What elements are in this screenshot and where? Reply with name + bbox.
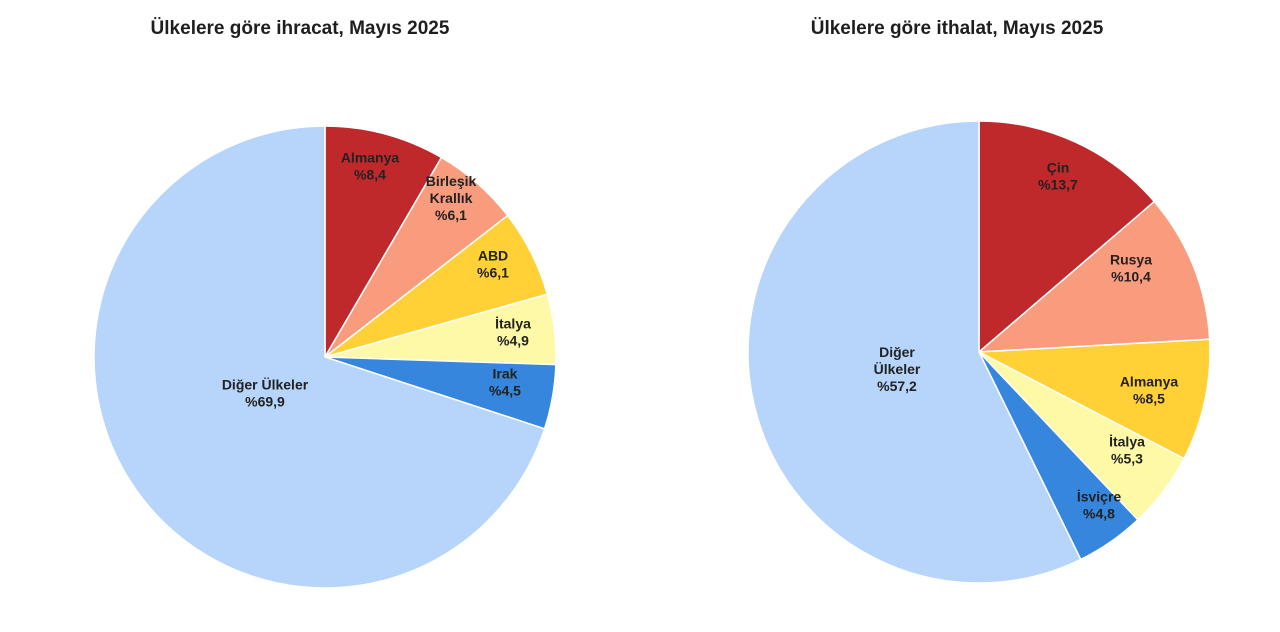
import-slice-cin bbox=[978, 120, 1156, 354]
export-label-abd: ABD %6,1 bbox=[477, 248, 509, 281]
import-label-diger-ulkeler: Diğer Ülkeler %57,2 bbox=[874, 344, 921, 394]
import-slice-almanya bbox=[976, 338, 1211, 460]
export-slice-almanya bbox=[324, 125, 443, 360]
export-label-almanya: Almanya %8,4 bbox=[341, 150, 400, 183]
import-label-almanya: Almanya %8,5 bbox=[1120, 374, 1179, 407]
import-label-cin: Çin %13,7 bbox=[1038, 160, 1078, 193]
import-slice-rusya bbox=[976, 200, 1211, 353]
import-label-rusya: Rusya %10,4 bbox=[1110, 252, 1152, 285]
export-label-diger-ulkeler: Diğer Ülkeler %69,9 bbox=[222, 377, 309, 410]
export-label-italya: İtalya %4,9 bbox=[495, 316, 531, 349]
export-label-irak: Irak %4,5 bbox=[489, 366, 521, 399]
import-label-isvicre: İsviçre %4,8 bbox=[1077, 489, 1122, 522]
import-slice-diger-ulkeler bbox=[747, 120, 1082, 584]
import-label-italya: İtalya %5,3 bbox=[1109, 434, 1145, 467]
export-chart-title: Ülkelere göre ihracat, Mayıs 2025 bbox=[150, 18, 450, 39]
export-label-birlesik-krallik: Birleşik Krallık %6,1 bbox=[426, 173, 477, 223]
import-chart-title: Ülkelere göre ithalat, Mayıs 2025 bbox=[810, 18, 1104, 39]
export-slice-diger-ulkeler bbox=[93, 125, 546, 589]
